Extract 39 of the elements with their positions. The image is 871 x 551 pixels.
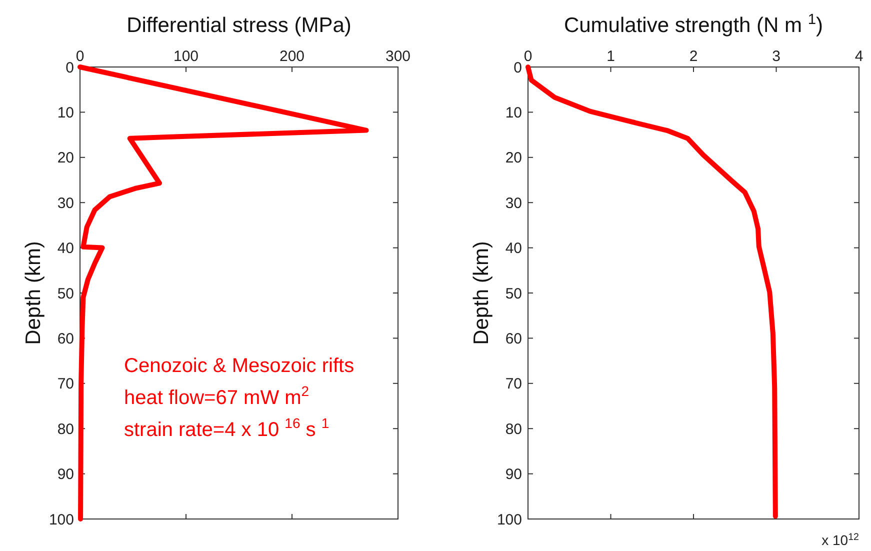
annotation: heat flow=67 mW m$^{2}$ xyxy=(124,383,310,409)
y-tick-label: 100 xyxy=(496,511,522,528)
y-tick-label: 70 xyxy=(57,376,74,393)
x-tick-label: 100 xyxy=(173,48,199,65)
x-tick-label: 300 xyxy=(385,48,411,65)
y-tick-label: 20 xyxy=(57,150,74,167)
y-tick-label: 80 xyxy=(57,420,74,438)
y-tick-label: 60 xyxy=(505,330,522,348)
y-tick-label: 100 xyxy=(48,511,74,528)
y-tick-label: 20 xyxy=(505,150,522,167)
y-tick-label: 40 xyxy=(57,240,74,258)
y-tick-label: 90 xyxy=(57,466,74,484)
y-tick-label: 80 xyxy=(505,420,522,438)
x-tick-label: 0 xyxy=(524,48,532,65)
x-tick-label: 3 xyxy=(772,48,780,65)
text: x 10$^{12}$ xyxy=(822,532,859,548)
y-tick-label: 50 xyxy=(57,285,74,302)
y-tick-label: 60 xyxy=(57,330,74,348)
x-tick-label: 0 xyxy=(76,48,84,65)
x-tick-label: 4 xyxy=(854,48,864,65)
y-tick-label: 0 xyxy=(514,59,522,76)
x-axis-title: Cumulative strength (N m $^{1}$) xyxy=(564,12,824,37)
y-tick-label: 90 xyxy=(505,466,522,484)
x-axis-title: Differential stress (MPa) xyxy=(126,14,352,37)
y-tick-label: 30 xyxy=(505,194,522,212)
y-axis-title: Depth (km) xyxy=(22,241,45,345)
y-tick-label: 30 xyxy=(57,194,74,212)
x-tick-label: 2 xyxy=(689,48,698,65)
y-tick-label: 40 xyxy=(505,240,522,258)
annotation: Cenozoic & Mesozoic rifts xyxy=(124,355,354,377)
y-tick-label: 10 xyxy=(505,104,522,122)
y-tick-label: 50 xyxy=(505,285,522,302)
y-tick-label: 10 xyxy=(57,104,74,122)
y-tick-label: 0 xyxy=(66,59,74,76)
x-tick-label: 1 xyxy=(606,48,615,65)
y-axis-title: Depth (km) xyxy=(470,241,493,345)
x-tick-label: 200 xyxy=(279,48,305,65)
annotation: strain rate=4 x 10 $^{16}$ s $^{1}$ xyxy=(124,415,330,441)
y-tick-label: 70 xyxy=(505,376,522,393)
